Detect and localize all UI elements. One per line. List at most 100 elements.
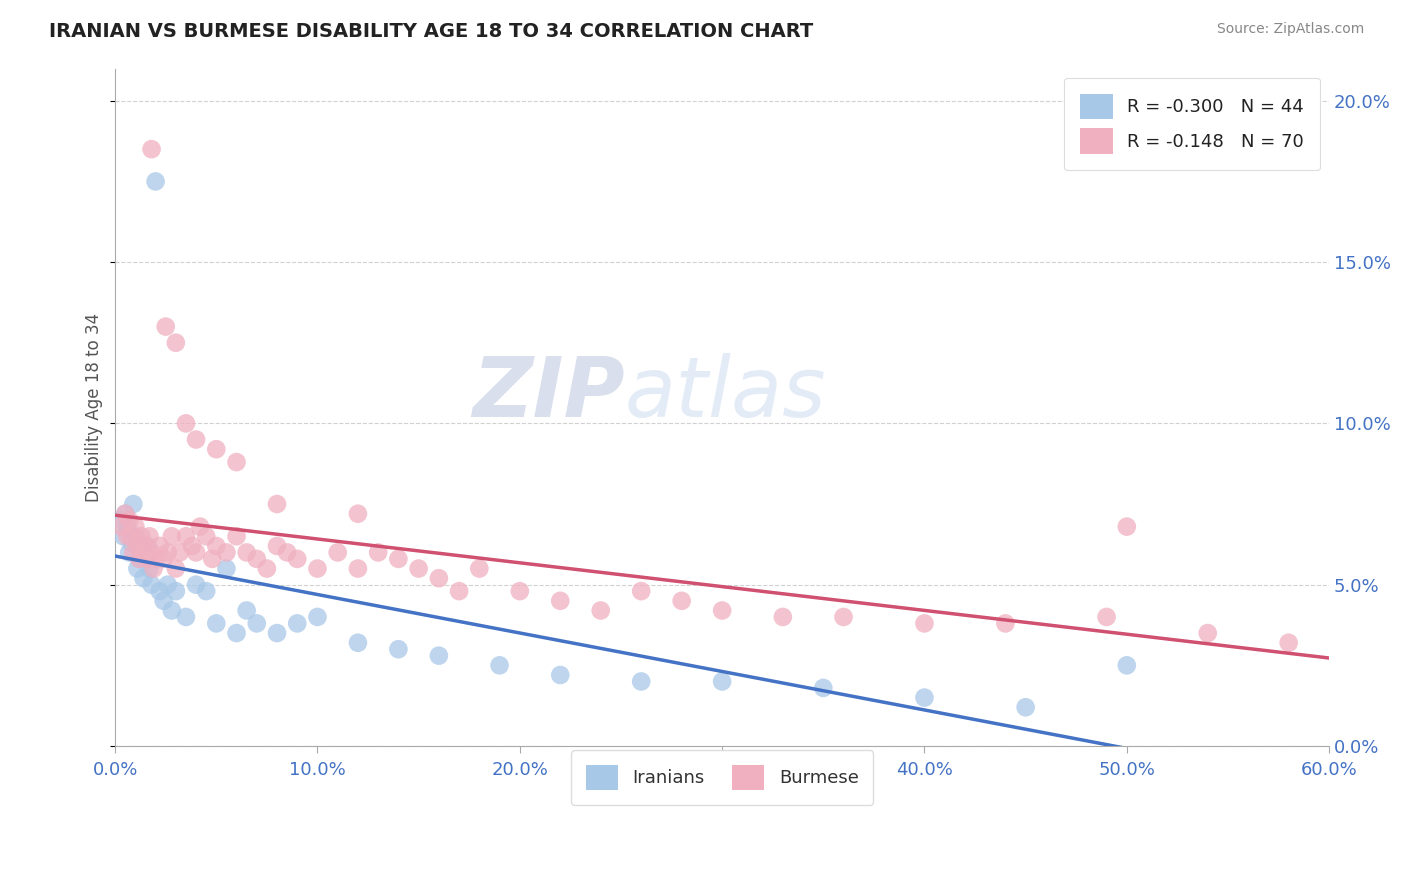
Point: [110, 513, 132, 527]
Point: [630, 674, 652, 689]
Point: [671, 594, 693, 608]
Point: [136, 539, 159, 553]
Point: [225, 455, 247, 469]
Point: [165, 584, 187, 599]
Point: [114, 507, 136, 521]
Point: [548, 668, 571, 682]
Legend: Iranians, Burmese: Iranians, Burmese: [571, 750, 873, 805]
Point: [120, 535, 142, 549]
Point: [215, 545, 238, 559]
Point: [141, 545, 163, 559]
Point: [188, 519, 211, 533]
Point: [156, 577, 179, 591]
Point: [276, 545, 298, 559]
Point: [1095, 610, 1118, 624]
Point: [184, 545, 207, 559]
Point: [184, 577, 207, 591]
Point: [408, 561, 430, 575]
Point: [117, 519, 139, 533]
Point: [132, 545, 155, 559]
Point: [347, 636, 370, 650]
Point: [205, 616, 228, 631]
Text: atlas: atlas: [626, 353, 827, 434]
Point: [128, 552, 150, 566]
Point: [488, 658, 510, 673]
Point: [138, 561, 160, 575]
Point: [117, 529, 139, 543]
Point: [285, 616, 308, 631]
Point: [114, 507, 136, 521]
Point: [134, 552, 156, 566]
Point: [181, 539, 204, 553]
Point: [110, 519, 132, 533]
Point: [127, 539, 149, 553]
Point: [427, 648, 450, 663]
Point: [124, 529, 146, 543]
Point: [914, 690, 936, 705]
Point: [160, 529, 183, 543]
Point: [589, 603, 612, 617]
Point: [914, 616, 936, 631]
Point: [128, 552, 150, 566]
Point: [141, 142, 163, 156]
Point: [326, 545, 349, 559]
Point: [122, 545, 145, 559]
Point: [145, 552, 167, 566]
Point: [548, 594, 571, 608]
Point: [195, 584, 218, 599]
Point: [112, 529, 135, 543]
Point: [772, 610, 794, 624]
Point: [141, 577, 163, 591]
Point: [246, 552, 269, 566]
Point: [235, 545, 257, 559]
Point: [1014, 700, 1036, 714]
Point: [132, 571, 155, 585]
Point: [994, 616, 1017, 631]
Point: [266, 626, 288, 640]
Point: [120, 529, 142, 543]
Point: [155, 319, 177, 334]
Point: [449, 584, 471, 599]
Point: [215, 561, 238, 575]
Point: [131, 545, 153, 559]
Point: [367, 545, 389, 559]
Point: [246, 616, 269, 631]
Point: [468, 561, 491, 575]
Point: [118, 513, 141, 527]
Point: [149, 539, 172, 553]
Point: [1197, 626, 1219, 640]
Point: [152, 552, 174, 566]
Point: [174, 610, 197, 624]
Point: [307, 561, 329, 575]
Point: [427, 571, 450, 585]
Point: [711, 603, 734, 617]
Point: [124, 519, 146, 533]
Text: ZIP: ZIP: [472, 353, 626, 434]
Point: [127, 561, 149, 575]
Text: Source: ZipAtlas.com: Source: ZipAtlas.com: [1216, 22, 1364, 37]
Point: [387, 552, 409, 566]
Point: [149, 584, 172, 599]
Text: IRANIAN VS BURMESE DISABILITY AGE 18 TO 34 CORRELATION CHART: IRANIAN VS BURMESE DISABILITY AGE 18 TO …: [49, 22, 814, 41]
Y-axis label: Disability Age 18 to 34: Disability Age 18 to 34: [86, 313, 103, 502]
Point: [134, 539, 156, 553]
Point: [347, 561, 370, 575]
Point: [813, 681, 835, 695]
Point: [131, 529, 153, 543]
Point: [1278, 636, 1301, 650]
Point: [347, 507, 370, 521]
Point: [266, 539, 288, 553]
Point: [225, 529, 247, 543]
Point: [184, 433, 207, 447]
Point: [174, 529, 197, 543]
Point: [1115, 658, 1137, 673]
Point: [138, 529, 160, 543]
Point: [118, 545, 141, 559]
Point: [307, 610, 329, 624]
Point: [256, 561, 278, 575]
Point: [205, 539, 228, 553]
Point: [160, 603, 183, 617]
Point: [235, 603, 257, 617]
Point: [832, 610, 855, 624]
Point: [387, 642, 409, 657]
